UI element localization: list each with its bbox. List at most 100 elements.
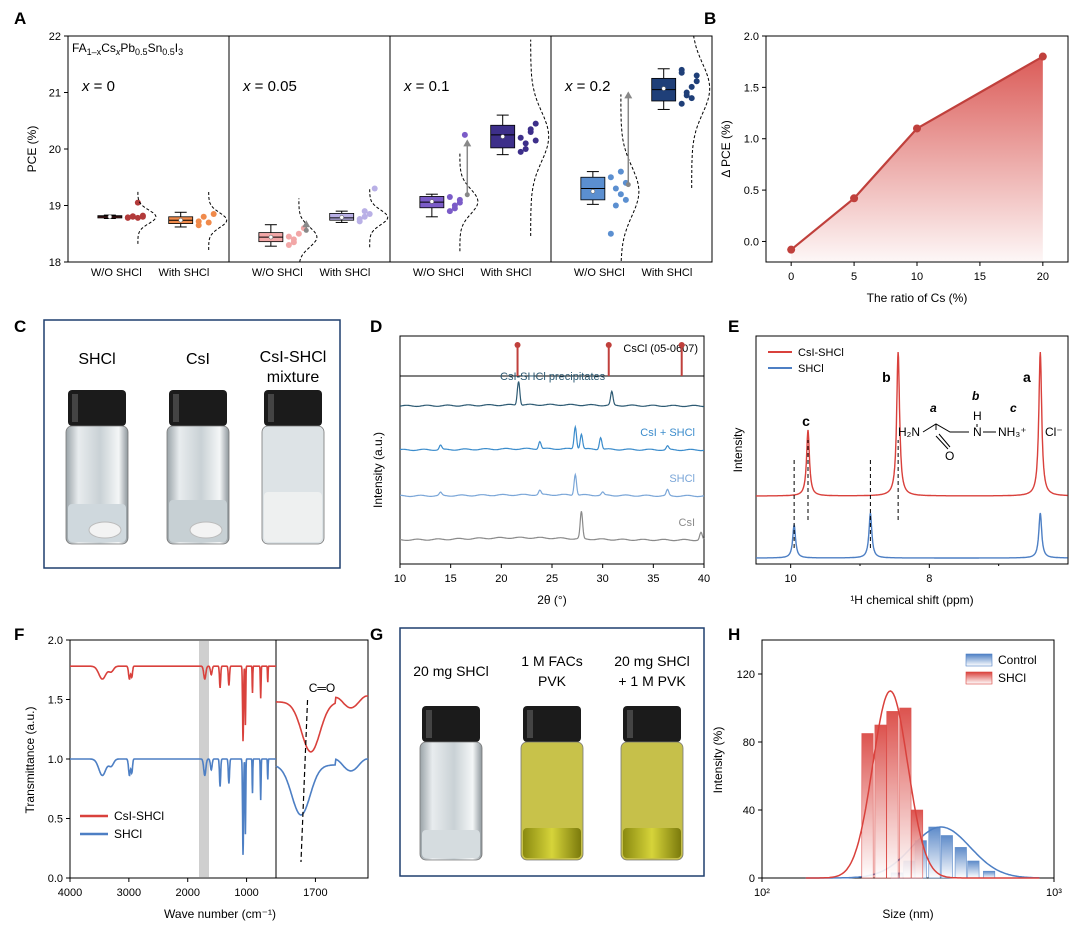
vial-cap-highlight [72, 394, 78, 422]
data-point [693, 78, 700, 85]
panel-b-area-chart: Δ PCE (%) The ratio of Cs (%) 0 5 10 15 20 0.… [719, 31, 1069, 305]
mol-bonds [922, 423, 996, 450]
legend-label-e: SHCl [798, 363, 824, 375]
series-line [790, 55, 1044, 251]
shift-arrow-origin [625, 182, 631, 188]
panel-h-xlabel: Size (nm) [882, 907, 933, 921]
vial-csi [166, 390, 230, 545]
legend-label-e: CsI-SHCl [798, 347, 844, 359]
vial-liquid [264, 492, 322, 542]
category-label: With SHCl [642, 267, 693, 279]
ytick-label-a: 20 [49, 144, 61, 156]
data-point [688, 83, 695, 90]
legend-label-h: Control [998, 653, 1037, 667]
bar-shcl [886, 711, 899, 879]
data-point [678, 100, 685, 107]
xtick-label-d: 10 [394, 573, 406, 585]
formula-sub3: 0.5 [135, 47, 148, 57]
group-label-val: = 0.2 [573, 78, 611, 95]
panel-letter-e: E [728, 317, 739, 336]
data-point [1038, 52, 1047, 61]
box-mean [429, 199, 435, 204]
distribution-curve [530, 39, 550, 236]
data-point [361, 213, 368, 220]
vial-label-20mg-shcl: 20 mg SHCl [413, 663, 488, 679]
panel-f-co-label: C═O [309, 681, 336, 695]
distribution-curve [298, 198, 318, 263]
panel-c-vial-photo: SHCl CsI CsI-SHCl mixture [43, 319, 341, 569]
box-mean [268, 234, 274, 240]
mol-label-c: c [1010, 401, 1017, 415]
formula-sub2: x [115, 47, 121, 57]
mol-h: H [973, 409, 982, 423]
data-point [285, 233, 292, 240]
data-point [461, 131, 468, 138]
vial-cap-highlight [426, 710, 432, 738]
group-label-var: x [242, 78, 251, 95]
ref-peak-dot [605, 342, 612, 348]
group-label-var: x [564, 78, 573, 95]
xrd-series-label: SHCl [669, 473, 695, 485]
xrd-series-line [400, 472, 705, 498]
data-point [913, 124, 921, 133]
data-point [139, 213, 146, 220]
data-point [205, 219, 212, 226]
panel-d-ref-label: CsCl (05-0607) [623, 343, 698, 355]
vial-1m-facs-pvk [520, 706, 584, 861]
panel-e-xlabel: ¹H chemical shift (ppm) [850, 593, 973, 607]
xtick-label-d: 35 [647, 573, 659, 585]
co-shift-line [300, 699, 309, 863]
data-point [683, 89, 690, 96]
vial-cap-highlight [268, 394, 274, 422]
data-point [456, 199, 463, 206]
bar-control [954, 847, 967, 879]
data-point [527, 126, 534, 133]
category-label: With SHCl [481, 267, 532, 279]
data-point [517, 148, 524, 155]
panel-g-vial-photo: 20 mg SHCl 1 M FACs PVK 20 mg SHCl + 1 M… [399, 627, 705, 877]
data-point [532, 137, 539, 144]
vial-shcl-pvk-mix [620, 706, 684, 861]
ytick-label-b: 0.5 [744, 185, 759, 197]
panel-f-highlight-band [199, 641, 209, 877]
xrd-series-line [399, 424, 705, 452]
box-mean [500, 134, 505, 139]
mol-nh3: NH₃⁺ [998, 425, 1027, 439]
xrd-series-label: CsI [679, 517, 696, 529]
legend-label-f: SHCl [114, 827, 142, 841]
vial-cap-highlight [173, 394, 179, 422]
xtick-label-f: 3000 [117, 887, 141, 899]
bar-control [967, 860, 980, 879]
fit-curve [805, 690, 1040, 879]
ytick-label-f: 0.0 [48, 873, 63, 885]
panel-a-ylabel: PCE (%) [25, 126, 39, 173]
xtick-label-b: 10 [911, 271, 923, 283]
ytick-label-f: 1.0 [48, 754, 63, 766]
shift-arrow-head [302, 220, 311, 228]
panel-f-xlabel: Wave number (cm⁻¹) [164, 907, 276, 921]
vial-label-csi: CsI [186, 351, 210, 368]
vial-liquid [422, 830, 480, 858]
legend-label-f: CsI-SHCl [114, 809, 164, 823]
panel-letter-c: C [14, 317, 26, 336]
xtick-label-f: 1000 [234, 887, 258, 899]
panel-letter-f: F [14, 625, 24, 644]
mol-n: N [973, 425, 982, 439]
xtick-label-b: 20 [1037, 271, 1049, 283]
formula-cs: Cs [101, 41, 116, 55]
legend-swatch-h [965, 653, 993, 667]
vial-cap [523, 706, 581, 742]
xrd-series-line [399, 381, 705, 408]
legend-swatch-h [965, 671, 993, 685]
distribution-curve [459, 151, 479, 252]
group-label: x = 0.2 [564, 78, 610, 95]
hydrazine-molecule: a b c H₂N H N NH₃⁺ O Cl⁻ [898, 389, 1063, 463]
formula-i: I [175, 41, 178, 55]
panel-letter-h: H [728, 625, 740, 644]
xrd-series-label: CsI + SHCl [640, 427, 695, 439]
peak-label-b: b [882, 369, 891, 385]
formula-sub4: 0.5 [162, 47, 175, 57]
xtick-label-d: 15 [445, 573, 457, 585]
vial-cap [169, 390, 227, 426]
data-point [356, 216, 363, 223]
